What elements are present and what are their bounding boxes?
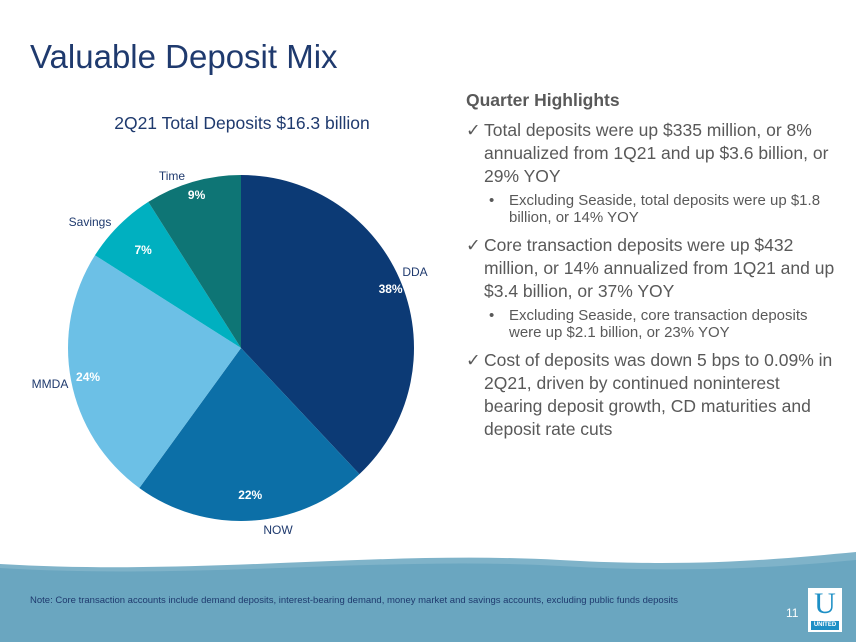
slice-percent-now: 22%	[238, 488, 262, 502]
highlights-title: Quarter Highlights	[466, 90, 620, 110]
pie-slice-dda	[241, 175, 414, 475]
footer-wave	[0, 552, 856, 642]
pie-slice-now	[139, 348, 360, 521]
highlight-subitem: • Excluding Seaside, core transaction de…	[466, 307, 836, 341]
check-icon: ✓	[466, 235, 481, 255]
bullet-icon: •	[489, 307, 495, 324]
pie-slice-time	[148, 175, 241, 348]
highlight-text: Total deposits were up $335 million, or …	[484, 120, 829, 186]
pie-slice-mmda	[68, 255, 241, 488]
highlight-subtext: Excluding Seaside, core transaction depo…	[509, 307, 808, 341]
highlight-text: Cost of deposits was down 5 bps to 0.09%…	[484, 350, 833, 439]
highlight-subtext: Excluding Seaside, total deposits were u…	[509, 192, 821, 226]
highlight-item: ✓ Cost of deposits was down 5 bps to 0.0…	[466, 349, 836, 441]
logo-text: UNITED	[811, 621, 839, 630]
bullet-icon: •	[489, 192, 495, 209]
slice-percent-dda: 38%	[379, 282, 403, 296]
footnote: Note: Core transaction accounts include …	[30, 595, 678, 606]
slice-label-mmda: MMDA	[32, 377, 69, 391]
highlight-subitem: • Excluding Seaside, total deposits were…	[466, 192, 836, 226]
pie-slice-savings	[94, 201, 241, 348]
slice-label-savings: Savings	[69, 215, 112, 229]
slice-percent-time: 9%	[188, 188, 206, 202]
slide-title: Valuable Deposit Mix	[30, 38, 338, 75]
highlight-item: ✓ Total deposits were up $335 million, o…	[466, 119, 836, 188]
quarter-highlights: Quarter Highlights ✓ Total deposits were…	[466, 90, 836, 445]
chart-title: 2Q21 Total Deposits $16.3 billion	[114, 113, 370, 133]
highlight-item: ✓ Core transaction deposits were up $432…	[466, 234, 836, 303]
slice-label-dda: DDA	[402, 265, 427, 279]
check-icon: ✓	[466, 350, 481, 370]
slice-label-now: NOW	[263, 523, 293, 537]
united-logo: U UNITED	[808, 588, 842, 632]
logo-letter: U	[814, 587, 836, 620]
slice-percent-savings: 7%	[134, 243, 152, 257]
check-icon: ✓	[466, 120, 481, 140]
slice-label-time: Time	[159, 169, 186, 183]
highlight-text: Core transaction deposits were up $432 m…	[484, 235, 835, 301]
slice-percent-mmda: 24%	[76, 370, 100, 384]
page-number: 11	[786, 606, 799, 620]
